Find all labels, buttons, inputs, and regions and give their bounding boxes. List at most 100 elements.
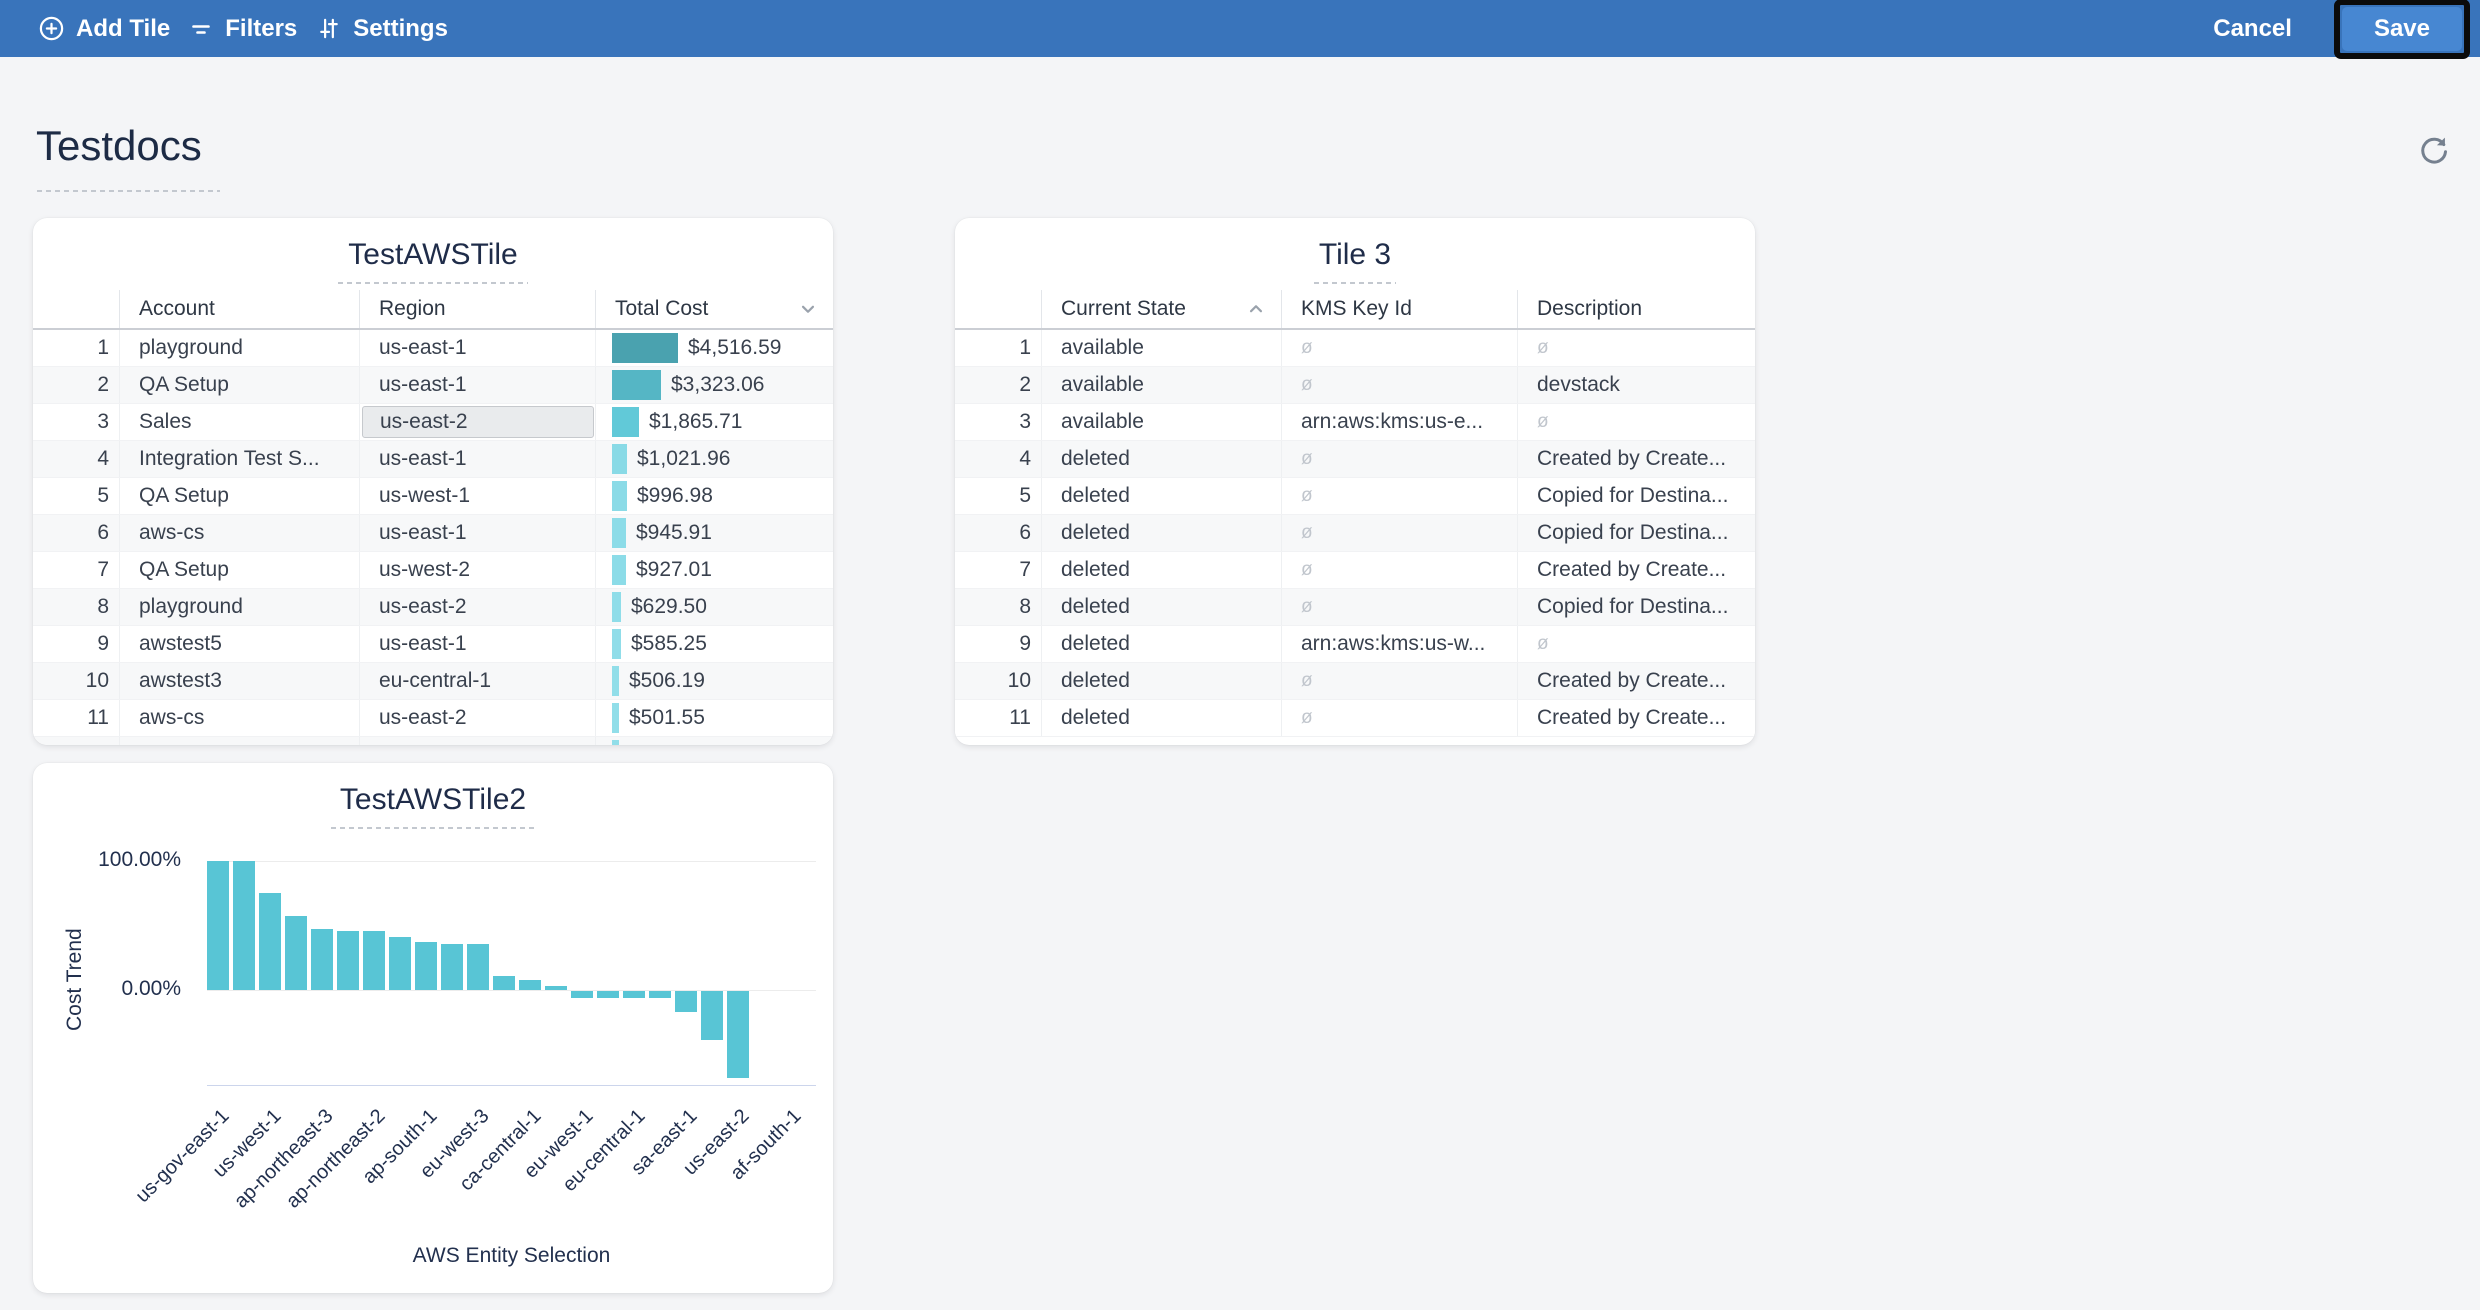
cell-description[interactable]: Created by Create... [1517, 552, 1755, 588]
cell-region[interactable]: us-east-2 [359, 700, 595, 736]
column-header-description[interactable]: Description [1517, 290, 1755, 328]
cell-kms-key-id[interactable]: ø [1281, 552, 1517, 588]
cell-kms-key-id[interactable]: ø [1281, 589, 1517, 625]
cell-total-cost[interactable] [595, 737, 833, 745]
cell-description[interactable]: Copied for Destina... [1517, 478, 1755, 514]
chart-bar [493, 975, 515, 990]
cell-total-cost[interactable]: $585.25 [595, 626, 833, 662]
column-header-total-cost[interactable]: Total Cost [595, 290, 833, 328]
cell-description[interactable]: Copied for Destina... [1517, 515, 1755, 551]
tile-title[interactable]: Tile 3 [1318, 238, 1392, 271]
cell-total-cost[interactable]: $927.01 [595, 552, 833, 588]
cell-region[interactable]: us-east-2 [359, 404, 595, 440]
chart-bar [415, 941, 437, 990]
cell-current-state[interactable]: available [1041, 404, 1281, 440]
cell-kms-key-id[interactable]: ø [1281, 663, 1517, 699]
cell-total-cost[interactable]: $4,516.59 [595, 330, 833, 366]
save-button[interactable]: Save [2341, 6, 2462, 51]
cell-kms-key-id[interactable]: ø [1281, 367, 1517, 403]
cell-region[interactable]: us-east-1 [359, 626, 595, 662]
cell-current-state[interactable]: deleted [1041, 441, 1281, 477]
cell-account[interactable]: playground [119, 330, 359, 366]
table-row: 6 deleted ø Copied for Destina... [955, 515, 1755, 552]
selected-cell[interactable]: us-east-2 [362, 406, 594, 438]
column-header-region[interactable]: Region [359, 290, 595, 328]
cell-description[interactable]: Created by Create... [1517, 441, 1755, 477]
cell-region[interactable]: us-east-2 [359, 589, 595, 625]
settings-button[interactable]: Settings [315, 15, 448, 43]
cell-current-state[interactable]: deleted [1041, 478, 1281, 514]
cell-current-state[interactable]: available [1041, 330, 1281, 366]
add-tile-button[interactable]: Add Tile [38, 15, 170, 43]
cancel-button[interactable]: Cancel [2213, 14, 2292, 42]
cell-description[interactable]: ø [1517, 404, 1755, 440]
cell-total-cost[interactable]: $501.55 [595, 700, 833, 736]
cell-description[interactable]: Created by Create... [1517, 663, 1755, 699]
cell-account[interactable]: aws-cs [119, 515, 359, 551]
cell-description[interactable]: ø [1517, 626, 1755, 662]
cell-account[interactable]: aws-cs [119, 700, 359, 736]
cell-total-cost[interactable]: $945.91 [595, 515, 833, 551]
cell-description[interactable]: Created by Create... [1517, 700, 1755, 736]
cell-account[interactable]: QA Setup [119, 367, 359, 403]
chart-bar [363, 931, 385, 990]
cell-account[interactable]: QA Setup [119, 478, 359, 514]
cell-region[interactable]: us-west-1 [359, 478, 595, 514]
cell-account[interactable] [119, 737, 359, 745]
chart-bar [441, 943, 463, 990]
cell-current-state[interactable]: deleted [1041, 700, 1281, 736]
cell-total-cost[interactable]: $506.19 [595, 663, 833, 699]
chart-bar [675, 991, 697, 1012]
cell-region[interactable]: us-east-1 [359, 367, 595, 403]
cell-total-cost[interactable]: $1,021.96 [595, 441, 833, 477]
cell-account[interactable]: playground [119, 589, 359, 625]
cell-total-cost[interactable]: $3,323.06 [595, 367, 833, 403]
column-header-account[interactable]: Account [119, 290, 359, 328]
cell-region[interactable]: eu-central-1 [359, 663, 595, 699]
cell-account[interactable]: QA Setup [119, 552, 359, 588]
cell-description[interactable]: devstack [1517, 367, 1755, 403]
table-row: 2 QA Setup us-east-1 $3,323.06 [33, 367, 833, 404]
cell-kms-key-id[interactable]: arn:aws:kms:us-w... [1281, 626, 1517, 662]
cell-description[interactable]: ø [1517, 330, 1755, 366]
null-value: ø [1301, 485, 1313, 506]
filters-button[interactable]: Filters [188, 15, 297, 43]
cell-region[interactable]: us-west-2 [359, 552, 595, 588]
cell-region[interactable]: us-east-1 [359, 441, 595, 477]
column-header-current-state[interactable]: Current State [1041, 290, 1281, 328]
cell-current-state[interactable]: deleted [1041, 589, 1281, 625]
table-row: 1 playground us-east-1 $4,516.59 [33, 330, 833, 367]
cell-current-state[interactable]: available [1041, 367, 1281, 403]
tile-title[interactable]: TestAWSTile [348, 238, 518, 271]
cell-region[interactable]: us-east-1 [359, 330, 595, 366]
page-title: Testdocs [36, 122, 202, 169]
cell-kms-key-id[interactable]: ø [1281, 478, 1517, 514]
chart-title[interactable]: TestAWSTile2 [339, 783, 527, 816]
cell-description[interactable]: Copied for Destina... [1517, 589, 1755, 625]
cell-current-state[interactable]: deleted [1041, 626, 1281, 662]
column-header-kms-key-id[interactable]: KMS Key Id [1281, 290, 1517, 328]
cell-current-state[interactable]: deleted [1041, 552, 1281, 588]
chart-bar [207, 861, 229, 990]
cell-kms-key-id[interactable]: ø [1281, 441, 1517, 477]
table-row: 4 Integration Test S... us-east-1 $1,021.96 [33, 441, 833, 478]
cell-kms-key-id[interactable]: ø [1281, 330, 1517, 366]
cell-total-cost[interactable]: $629.50 [595, 589, 833, 625]
add-tile-label: Add Tile [76, 14, 171, 42]
cell-kms-key-id[interactable]: ø [1281, 515, 1517, 551]
cell-account[interactable]: Integration Test S... [119, 441, 359, 477]
cell-current-state[interactable]: deleted [1041, 663, 1281, 699]
cell-total-cost[interactable]: $996.98 [595, 478, 833, 514]
cell-kms-key-id[interactable]: ø [1281, 700, 1517, 736]
cell-total-cost[interactable]: $1,865.71 [595, 404, 833, 440]
cell-region[interactable] [359, 737, 595, 745]
cell-current-state[interactable]: deleted [1041, 515, 1281, 551]
cell-account[interactable]: awstest3 [119, 663, 359, 699]
cell-account[interactable]: awstest5 [119, 626, 359, 662]
cell-kms-key-id[interactable]: arn:aws:kms:us-e... [1281, 404, 1517, 440]
cell-account[interactable]: Sales [119, 404, 359, 440]
refresh-icon[interactable] [2416, 132, 2452, 168]
cell-region[interactable]: us-east-1 [359, 515, 595, 551]
row-number-cell: 11 [1009, 706, 1031, 729]
null-value: ø [1301, 522, 1313, 543]
